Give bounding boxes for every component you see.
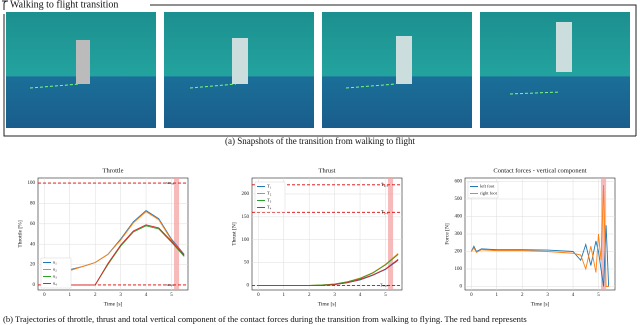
y-tick-label: 150 [242,215,250,220]
snapshot [322,12,472,128]
y-tick-label: 600 [455,180,463,185]
chart-title: Thrust [319,167,336,174]
y-axis-label: Throttle [%] [17,220,23,248]
legend: left foot right foot [467,181,499,199]
x-tick-label: 2 [94,293,97,298]
legend-label: u₂ [53,267,57,272]
snapshots-caption: (a) Snapshots of the transition from wal… [225,136,415,146]
snapshot [6,12,156,128]
x-tick-label: 5 [170,293,173,298]
x-tick-label: 4 [572,293,575,298]
chart-title: Throttle [103,167,124,174]
x-tick-label: 0 [257,293,260,298]
legend-label: u₄ [53,281,57,286]
y-tick-label: 100 [242,238,250,243]
x-tick-label: 1 [283,293,286,298]
y-tick-label: 0 [33,283,36,288]
x-tick-label: 3 [119,293,122,298]
reference-label: T̄₁,₄ [381,209,388,215]
legend-label: T₄ [267,205,272,210]
legend-label: T₁ [267,184,272,189]
reference-label: uₘᵢₙ [166,282,174,287]
x-axis-label: Time [s] [318,301,337,307]
y-tick-label: 200 [242,192,250,197]
x-axis-label: Time [s] [104,301,123,307]
series-line [258,259,399,286]
legend-label: T₂ [267,191,272,196]
legend: T₁ T₂ T₃ T₄ [254,181,286,213]
band [601,178,607,290]
y-tick-label: 80 [30,202,36,207]
reference-label: T̄₂,₃ [381,182,388,188]
y-tick-label: 300 [455,232,463,237]
band [174,178,180,290]
x-tick-label: 5 [597,293,600,298]
chart-title: Contact forces - vertical component [493,167,586,174]
x-tick-label: 3 [546,293,549,298]
snapshots [6,12,630,128]
y-axis-label: Force [N] [444,223,450,245]
y-axis-label: Thrust [N] [231,222,237,246]
y-tick-label: 0 [247,284,250,289]
x-tick-label: 0 [43,293,46,298]
y-tick-label: 60 [30,222,36,227]
y-tick-label: 0 [460,285,463,290]
reference-label: uₘₐₓ [166,180,174,185]
band [388,178,394,290]
x-tick-label: 3 [333,293,336,298]
frame-title: Walking to flight transition [10,0,118,10]
y-tick-label: 100 [455,267,463,272]
x-tick-label: 1 [496,293,499,298]
snapshot [480,12,630,128]
legend-label: u₃ [53,274,57,279]
figure-caption: (b) Trajectories of throttle, thrust and… [3,314,527,324]
legend-label: right foot [480,191,498,196]
x-tick-label: 2 [521,293,524,298]
x-tick-label: 0 [470,293,473,298]
series-line [470,225,610,287]
x-tick-label: 2 [308,293,311,298]
legend-label: T₃ [267,198,272,203]
reference-label: Tₘᵢₙ [380,282,388,287]
x-tick-label: 4 [145,293,148,298]
y-tick-label: 100 [28,181,36,186]
y-tick-label: 200 [455,250,463,255]
x-tick-label: 5 [384,293,387,298]
y-tick-label: 20 [30,263,36,268]
y-tick-label: 500 [455,197,463,202]
x-tick-label: 1 [69,293,72,298]
y-tick-label: 50 [244,261,250,266]
snapshot [164,12,314,128]
x-tick-label: 4 [359,293,362,298]
legend-label: u₁ [53,260,57,265]
legend-label: left foot [480,184,495,189]
y-tick-label: 400 [455,215,463,220]
x-axis-label: Time [s] [531,301,550,307]
legend: u₁ u₂ u₃ u₄ [40,257,72,289]
series-line [470,184,609,287]
frame [2,0,637,137]
y-tick-label: 40 [30,242,36,247]
